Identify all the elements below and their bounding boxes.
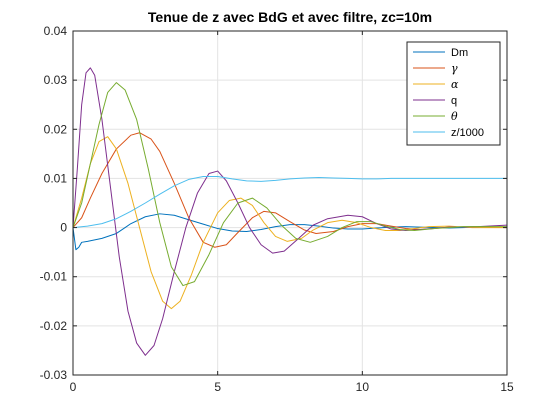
y-tick-label: 0.03 [44,73,68,87]
series-line-4 [72,82,507,287]
legend-label: α [451,78,459,91]
legend-label: θ [451,110,458,123]
x-tick-label: 5 [214,380,221,394]
legend-label: q [451,95,457,107]
series-line-5 [72,175,507,229]
series-layer [72,67,508,356]
legend-label: z/1000 [451,127,484,139]
legend-label: Dm [451,47,468,59]
y-tick-label: -0.03 [40,368,68,382]
x-tick-label: 10 [356,380,370,394]
x-tick-label: 15 [500,380,514,394]
y-tick-label: 0 [60,221,67,235]
x-tick-label: 0 [70,380,77,394]
tick-layer: 0 5 10 15 -0.03 -0.02 -0.01 0 0.01 0.02 0.03 0.04 [40,24,514,394]
legend-label: γ [451,62,458,75]
axes-box [72,30,508,376]
y-tick-label: 0.02 [44,122,68,136]
y-tick-label: 0.01 [44,171,68,185]
y-tick-label: -0.02 [40,319,68,333]
series-line-2 [72,136,507,310]
y-tick-label: 0.04 [44,24,68,38]
legend-box [406,41,501,146]
chart-title: Tenue de z avec BdG et avec filtre, zc=1… [148,9,432,25]
y-tick-label: -0.01 [40,270,68,284]
